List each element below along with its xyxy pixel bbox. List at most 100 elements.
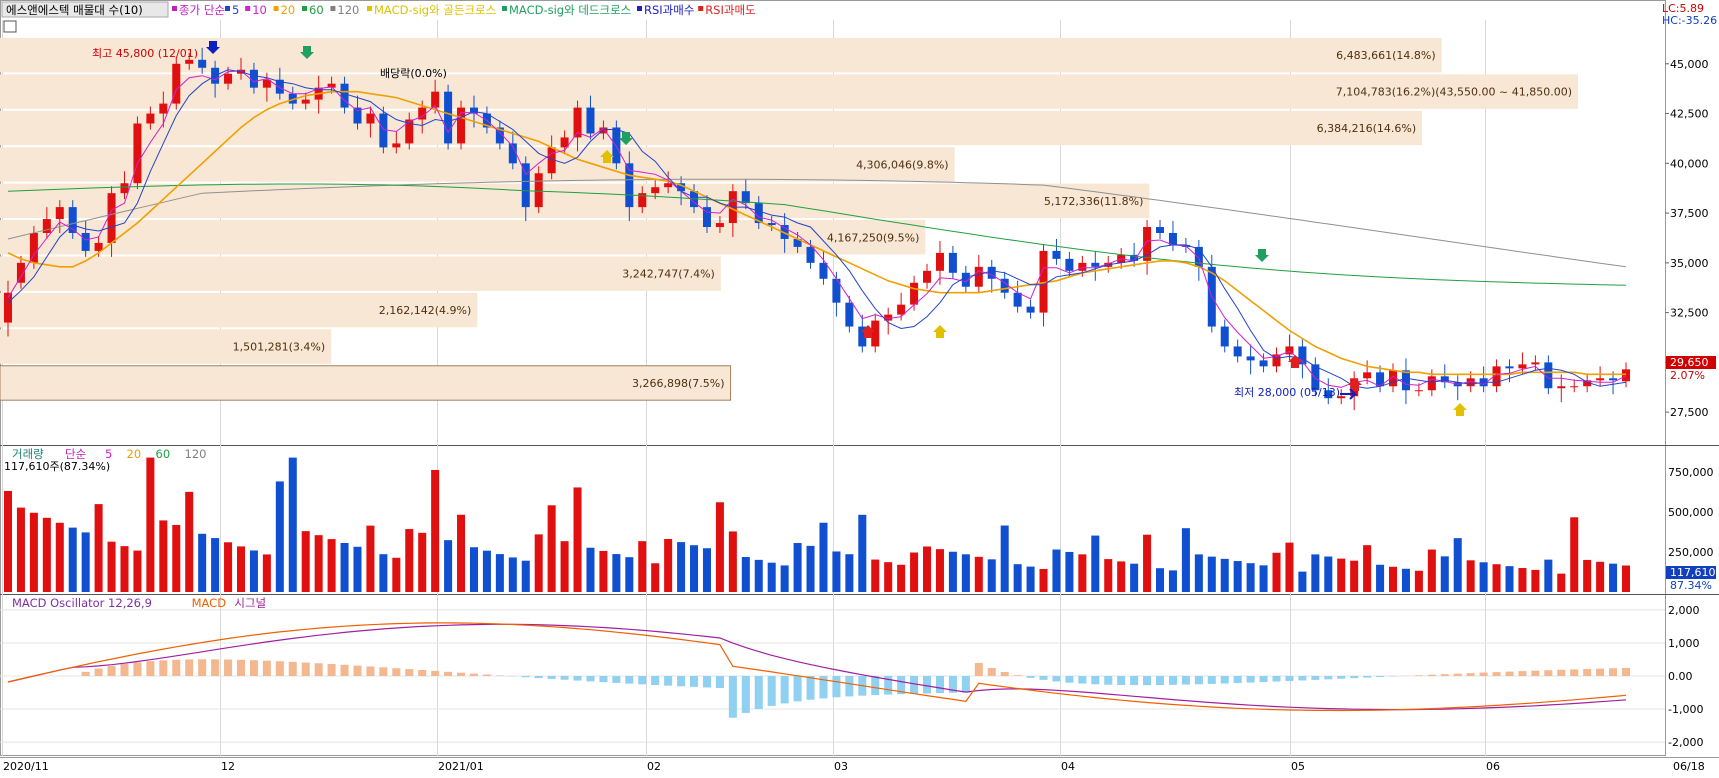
signal-markers (206, 41, 1467, 416)
price-legend-item[interactable]: RSI과매도 (705, 3, 755, 17)
candle (81, 232, 90, 251)
profile-band (0, 110, 1423, 146)
candle (767, 223, 776, 226)
volume-bar (94, 504, 103, 592)
volume-bar (211, 538, 220, 592)
price-legend-item[interactable]: MACD-sig와 데드크로스 (509, 3, 631, 17)
macd-osc-bar (1026, 676, 1035, 678)
volume-bar (1363, 545, 1372, 592)
price-tick: 35,000 (1670, 257, 1709, 270)
volume-legend-item[interactable]: 20 (127, 447, 142, 461)
macd-osc-bar (1168, 676, 1177, 685)
volume-bar (573, 487, 582, 592)
macd-osc-bar (1427, 674, 1436, 676)
macd-tick: 2,000 (1668, 604, 1700, 617)
volume-legend-item[interactable]: 60 (156, 447, 171, 461)
macd-legend-item[interactable]: MACD (192, 596, 227, 610)
candle (638, 193, 647, 208)
volume-bar (198, 533, 207, 592)
volume-bar (1000, 525, 1009, 592)
candle (1518, 364, 1527, 369)
volume-bar (1026, 566, 1035, 592)
volume-bar (392, 557, 401, 592)
volume-bar (353, 546, 362, 592)
price-legend-item[interactable]: 10 (252, 3, 267, 17)
macd-osc-bar (573, 676, 582, 681)
candle (68, 207, 77, 233)
volume-tick: 500,000 (1668, 506, 1714, 519)
volume-bar (547, 505, 556, 592)
price-legend-item[interactable]: 종가 단순 (179, 3, 225, 17)
candle (599, 127, 608, 134)
candle (1130, 254, 1139, 261)
volume-bar (884, 562, 893, 592)
candle (353, 107, 362, 124)
volume-bar (366, 525, 375, 592)
macd-osc-bar (780, 676, 789, 704)
candle (1505, 366, 1514, 369)
volume-bar (1427, 549, 1436, 592)
price-legend-item[interactable]: 5 (232, 3, 239, 17)
candle (1324, 390, 1333, 399)
volume-bar (340, 542, 349, 592)
macd-line (7, 623, 1627, 711)
volume-legend-item[interactable]: 5 (105, 447, 112, 461)
axes: 2020/11 12 2021/01 02 03 04 05 06 06/18 45,000 42,… (3, 58, 1714, 773)
macd-osc-bar (1518, 671, 1527, 676)
macd-legend-item[interactable]: 시그널 (234, 596, 266, 610)
macd-osc-bar (923, 676, 932, 694)
macd-legend-item[interactable]: MACD Oscillator 12,26,9 (12, 596, 152, 610)
macd-osc-bar (431, 670, 440, 676)
price-legend-item[interactable]: 120 (337, 3, 359, 17)
macd-osc-bar (1272, 676, 1281, 682)
volume-legend-item[interactable]: 거래량 (12, 447, 44, 461)
candle (1298, 346, 1307, 365)
macd-osc-bar (249, 660, 258, 676)
candle (288, 93, 297, 104)
volume-bar (1130, 563, 1139, 592)
candle (780, 225, 789, 239)
volume-bar (677, 542, 686, 592)
price-legend-item[interactable]: MACD-sig와 골든크로스 (374, 3, 496, 17)
volume-bar (1505, 566, 1514, 592)
macd-osc-bar (728, 676, 737, 718)
price-legend-item[interactable]: 20 (281, 3, 296, 17)
macd-osc-bar (547, 676, 556, 679)
price-legend-item[interactable]: RSI과매수 (644, 3, 694, 17)
profile-label: 4,167,250(9.5%) (827, 231, 920, 244)
candle (1609, 378, 1618, 381)
candle (910, 282, 919, 305)
stock-name-label[interactable]: 에스앤에스텍 매물대 수(10) (6, 3, 143, 17)
macd-osc-bar (1181, 676, 1190, 685)
volume-legend-item[interactable]: 단순 (65, 447, 86, 461)
macd-osc-bar (845, 676, 854, 697)
macd-osc-bar (884, 676, 893, 695)
grid-toggle-icon[interactable] (3, 20, 17, 33)
candle (871, 320, 880, 347)
macd-osc-bar (327, 664, 336, 676)
volume-legend-item[interactable]: 120 (185, 447, 207, 461)
macd-osc-bar (599, 676, 608, 683)
volume-bar (1181, 528, 1190, 592)
macd-osc-bar (146, 661, 155, 676)
price-legend-item[interactable]: 60 (309, 3, 324, 17)
volume-bar (1621, 565, 1631, 592)
macd-osc-bar (625, 676, 634, 684)
macd-osc-bar (897, 676, 906, 695)
signal-arrow-icon (1255, 249, 1269, 262)
macd-osc-bar (948, 676, 957, 693)
volume-bar (29, 512, 38, 592)
candle (1156, 227, 1165, 233)
macd-osc-bar (961, 676, 970, 693)
macd-osc-bar (457, 672, 466, 676)
volume-bar (819, 522, 828, 592)
macd-osc-bar (1466, 673, 1475, 676)
macd-osc-bar (702, 676, 711, 688)
macd-osc-bar (534, 676, 543, 679)
candle (612, 127, 621, 164)
macd-osc-bar (1492, 672, 1501, 676)
volume-bar (638, 541, 647, 592)
date-tick: 03 (834, 760, 848, 773)
macd-osc-bar (560, 676, 569, 680)
macd-osc-bar (133, 662, 142, 676)
